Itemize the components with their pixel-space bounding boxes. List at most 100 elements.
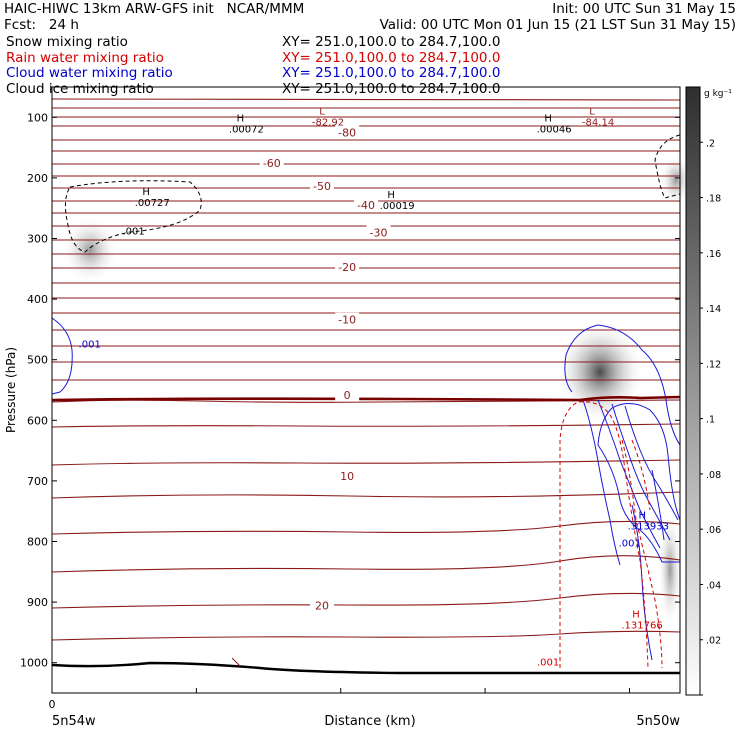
isotherm-label: -80 [338, 126, 356, 139]
isotherm-label-bg [310, 178, 335, 192]
extremum-value: -82.92 [312, 117, 344, 128]
isotherm-label-bg [335, 312, 360, 326]
field-cross-section-coords: XY= 251.0,100.0 to 284.7,100.0 [282, 80, 501, 97]
cloud-ice-contour [64, 180, 202, 253]
extremum-mark: H [544, 114, 552, 125]
y-axis-title: Pressure (hPa) [4, 347, 18, 433]
extremum-value: .00727 [135, 198, 170, 209]
isotherm [51, 98, 681, 101]
colorbar-tick-label: .04 [706, 580, 721, 591]
cloud-water-contour [597, 399, 661, 549]
contour-label: .001 [537, 658, 559, 669]
isotherm [51, 630, 681, 641]
colorbar-tick-label: .2 [706, 138, 715, 149]
rain-water-contour [559, 401, 649, 669]
colorbar-tick-label: .02 [706, 636, 721, 647]
extremum-mark: H [632, 609, 640, 620]
isotherm-label-bg [335, 125, 360, 139]
extremum-mark: H [639, 510, 647, 521]
isotherms [51, 98, 681, 641]
isotherm-label-bg [335, 259, 360, 273]
y-tick-label: 100 [27, 111, 48, 124]
cloud-water-contour [564, 324, 681, 446]
extrema-markers: L-82.92H.00072H.00046L-84.14H.00727H.000… [135, 106, 669, 631]
colorbar-tick-label: .16 [706, 249, 721, 260]
snow-blob-right-top [660, 154, 692, 206]
colorbar-tick-label: .08 [706, 470, 721, 481]
colorbar-unit: g kg⁻¹ [704, 89, 732, 99]
extremum-mark: H [142, 187, 150, 198]
field-label: Cloud ice mixing ratio [6, 80, 154, 97]
cloud-water-contour [597, 403, 681, 563]
isotherm-label-bg [366, 225, 391, 239]
isotherm-label-bg [354, 198, 378, 212]
x-start-label: 0 [49, 698, 56, 711]
x-axis-title: Distance (km) [324, 714, 415, 729]
field-label: Snow mixing ratio [6, 34, 128, 50]
y-tick-label: 800 [27, 536, 48, 549]
contour-label: .001 [619, 538, 641, 549]
isotherm [51, 520, 681, 535]
extremum-value: .00019 [380, 201, 415, 212]
isotherm-labels: -80 -60 -50 -40 -30 -20 -10 0 10 20 [259, 125, 391, 613]
isotherm-label: -20 [338, 261, 356, 274]
cloud-water-contour [624, 405, 679, 521]
isotherm-label: 10 [340, 470, 354, 483]
cloud-water-contour [651, 469, 665, 541]
field-cross-section-coords: XY= 251.0,100.0 to 284.7,100.0 [282, 65, 501, 81]
snow-shading [62, 154, 692, 630]
x-axis [51, 688, 630, 693]
header-init: Init: 00 UTC Sun 31 May 15 [552, 1, 736, 17]
extremum-mark: L [319, 106, 325, 117]
isotherm-label: -10 [338, 314, 356, 327]
snow-blob-left [62, 216, 118, 284]
colorbar-tick-label: .12 [706, 359, 721, 370]
isotherm-label: 20 [315, 600, 329, 613]
rain-water-contours [559, 401, 663, 669]
colorbar-tick-label: .14 [706, 304, 721, 315]
y-tick-label: 400 [27, 293, 48, 306]
field-cross-section-coords: XY= 251.0,100.0 to 284.7,100.0 [282, 34, 501, 50]
isotherm-label: 0 [344, 389, 351, 402]
isotherm-label: -50 [313, 180, 331, 193]
y-tick-label: 200 [27, 172, 48, 185]
colorbar-tick-label: .1 [706, 415, 715, 426]
cloud-water-contour [51, 317, 73, 395]
x-left-endpoint: 5n54w [52, 714, 96, 729]
isotherm-label-bg [259, 155, 284, 169]
isotherm-label-bg [335, 469, 360, 483]
isotherm-label: -30 [370, 226, 388, 239]
cloud-water-contour [611, 403, 671, 541]
cloud-ice-contour [654, 134, 681, 199]
field-cross-section-coords: XY= 251.0,100.0 to 284.7,100.0 [282, 49, 501, 66]
field-label: Cloud water mixing ratio [6, 65, 173, 81]
y-tick-label: 600 [27, 414, 48, 427]
extremum-value: -84.14 [582, 117, 614, 128]
isotherm [51, 491, 681, 499]
colorbar-tick-label: .18 [706, 194, 721, 205]
rain-water-contour [621, 439, 663, 669]
extremum-mark: L [589, 106, 595, 117]
cloud-water-contours [51, 317, 681, 661]
isotherm [51, 592, 681, 609]
isotherm [51, 555, 681, 573]
ground-surface [51, 661, 680, 675]
freezing-level-line [51, 395, 681, 402]
header-valid: Valid: 00 UTC Mon 01 Jun 15 (21 LST Sun … [379, 17, 736, 33]
colorbar: g kg⁻¹ .02 .04 .06 .08 .1 .12 .14 .16 .18 .2 [685, 86, 732, 696]
extremum-mark: H [387, 190, 395, 201]
extremum-value: .131766 [621, 620, 662, 631]
y-tick-label: 300 [27, 233, 48, 246]
field-label: Rain water mixing ratio [6, 49, 164, 66]
plot-frame [51, 86, 681, 694]
contour-value-labels: .001 .001 .001 .001 [79, 226, 641, 668]
isotherm-label: -60 [263, 157, 281, 170]
isotherm [51, 423, 681, 428]
cloud-water-contour [582, 399, 621, 566]
colorbar-ticks: .02 .04 .06 .08 .1 .12 .14 .16 .18 .2 [700, 138, 721, 696]
isotherm-label: -40 [357, 199, 375, 212]
y-tick-label: 700 [27, 475, 48, 488]
contour-label: .001 [123, 226, 145, 237]
